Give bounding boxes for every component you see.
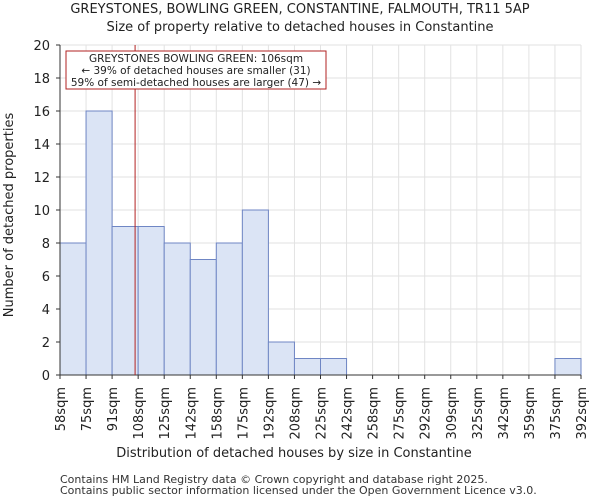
x-tick-label: 392sqm [575,387,590,440]
bars [59,110,582,376]
annotation-box: GREYSTONES BOWLING GREEN: 106sqm ← 39% o… [65,50,327,90]
x-tick-label: 342sqm [497,387,512,440]
y-axis-label: Number of detached properties [2,113,17,318]
bar-142sqm [189,259,217,376]
bar-108sqm [137,226,165,376]
y-tick-label: 0 [42,369,50,384]
x-tick-label: 192sqm [262,387,277,440]
y-tick-label: 6 [42,270,50,285]
bar-175sqm [241,209,269,376]
annotation-rect [65,50,327,90]
x-tick-label: 125sqm [158,387,173,440]
x-tick-label: 375sqm [549,387,564,440]
x-tick-label: 225sqm [315,387,330,440]
y-tick-label: 10 [33,204,50,219]
x-tick-label: 175sqm [236,387,251,440]
x-tick-label: 75sqm [80,387,95,431]
bar-158sqm [215,242,243,376]
y-tick-label: 14 [33,138,50,153]
annotation-line-1: GREYSTONES BOWLING GREEN: 106sqm [89,53,303,65]
bar-208sqm [293,358,322,376]
x-tick-label: 91sqm [106,387,121,431]
x-tick-label: 292sqm [419,387,434,440]
y-tick-label: 20 [33,39,50,54]
y-tick-label: 2 [42,336,50,351]
x-tick-label: 258sqm [367,387,382,440]
x-tick-label: 275sqm [393,387,408,440]
bar-91sqm [111,226,139,376]
x-tick-label: 359sqm [523,387,538,440]
x-tick-label: 108sqm [132,387,147,440]
bar-375sqm [554,358,582,376]
bar-75sqm [85,110,113,376]
chart-title: GREYSTONES, BOWLING GREEN, CONSTANTINE, … [70,2,529,17]
y-tick-label: 4 [42,303,50,318]
y-tick-label: 8 [42,237,50,252]
y-ticks: 0 2 4 6 8 10 12 14 16 18 20 [33,39,60,384]
y-tick-label: 18 [33,72,50,87]
chart-subtitle: Size of property relative to detached ho… [106,20,493,35]
x-axis-label: Distribution of detached houses by size … [116,446,472,461]
x-tick-label: 158sqm [210,387,225,440]
x-tick-label: 208sqm [288,387,303,440]
x-tick-label: 325sqm [471,387,486,440]
y-tick-label: 12 [33,171,50,186]
bar-225sqm [320,358,348,376]
bar-125sqm [163,242,191,376]
x-tick-label: 142sqm [184,387,199,440]
annotation-line-3: 59% of semi-detached houses are larger (… [71,77,322,89]
x-ticks: 58sqm 75sqm 91sqm 108sqm 125sqm 142sqm 158sqm 1… [54,375,590,440]
x-tick-label: 309sqm [445,387,460,440]
bar-58sqm [59,242,87,376]
bar-192sqm [267,341,295,376]
x-tick-label: 242sqm [341,387,356,440]
x-tick-label: 58sqm [54,387,69,431]
annotation-line-2: ← 39% of detached houses are smaller (31… [81,65,310,77]
footer-line-1: Contains HM Land Registry data © Crown c… [60,473,488,486]
y-tick-label: 16 [33,105,50,120]
footer-line-2: Contains public sector information licen… [60,484,537,497]
